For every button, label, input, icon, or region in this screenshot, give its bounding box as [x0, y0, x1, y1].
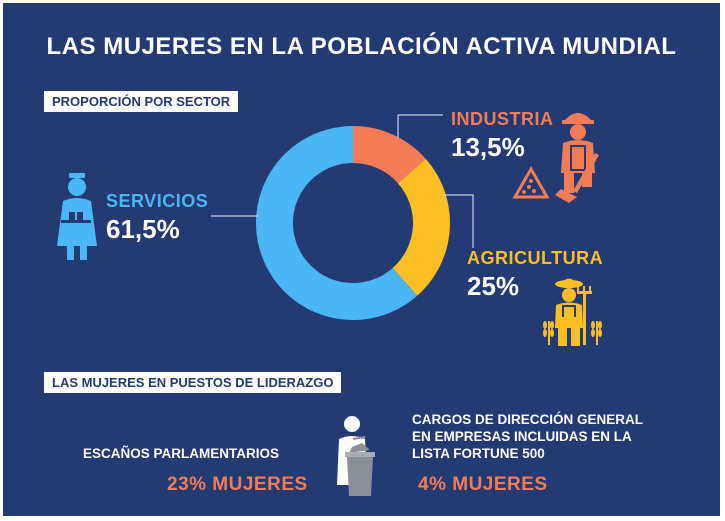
- speaker-podium-icon: [337, 416, 375, 496]
- industria-value: 13,5%: [451, 132, 525, 162]
- fortune-value: 4% MUJERES: [418, 474, 548, 495]
- infographic: LAS MUJERES EN LA POBLACIÓN ACTIVA MUNDI…: [3, 3, 720, 516]
- industria-label: INDUSTRIA 13,5%: [451, 109, 554, 163]
- parliament-label: ESCAÑOS PARLAMENTARIOS: [83, 446, 280, 461]
- construction-worker-icon: [512, 113, 599, 203]
- donut-segments: [255, 126, 450, 320]
- agricultura-name: AGRICULTURA: [467, 248, 604, 268]
- donut-slice-agricultura: [392, 158, 450, 296]
- fortune-label-line: CARGOS DE DIRECCIÓN GENERAL: [412, 412, 644, 427]
- servicios-value: 61,5%: [106, 214, 180, 244]
- fortune-label-line: EN EMPRESAS INCLUIDAS EN LA: [412, 429, 632, 444]
- farmer-icon: [543, 278, 602, 346]
- servicios-label: SERVICIOS 61,5%: [106, 191, 208, 245]
- industria-leader-line: [397, 114, 443, 138]
- page-title: LAS MUJERES EN LA POBLACIÓN ACTIVA MUNDI…: [46, 33, 677, 60]
- icons-layer: [57, 113, 602, 496]
- servicios-name: SERVICIOS: [106, 191, 209, 211]
- parliament-value: 23% MUJERES: [167, 474, 308, 495]
- leadership-section-label: LAS MUJERES EN PUESTOS DE LIDERAZGO: [44, 372, 342, 393]
- donut-slice-industria: [353, 126, 426, 184]
- donut-slice-servicios: [255, 126, 418, 320]
- sector-section-label: PROPORCIÓN POR SECTOR: [44, 91, 239, 112]
- agricultura-label: AGRICULTURA 25%: [467, 248, 603, 302]
- sector-donut-chart: [211, 114, 474, 320]
- fortune-label: CARGOS DE DIRECCIÓN GENERAL EN EMPRESAS …: [412, 411, 643, 462]
- fortune-label-line: LISTA FORTUNE 500: [412, 446, 545, 461]
- agricultura-leader-line: [443, 194, 474, 248]
- industria-name: INDUSTRIA: [451, 109, 554, 129]
- agricultura-value: 25%: [467, 271, 520, 301]
- nurse-icon: [57, 173, 97, 260]
